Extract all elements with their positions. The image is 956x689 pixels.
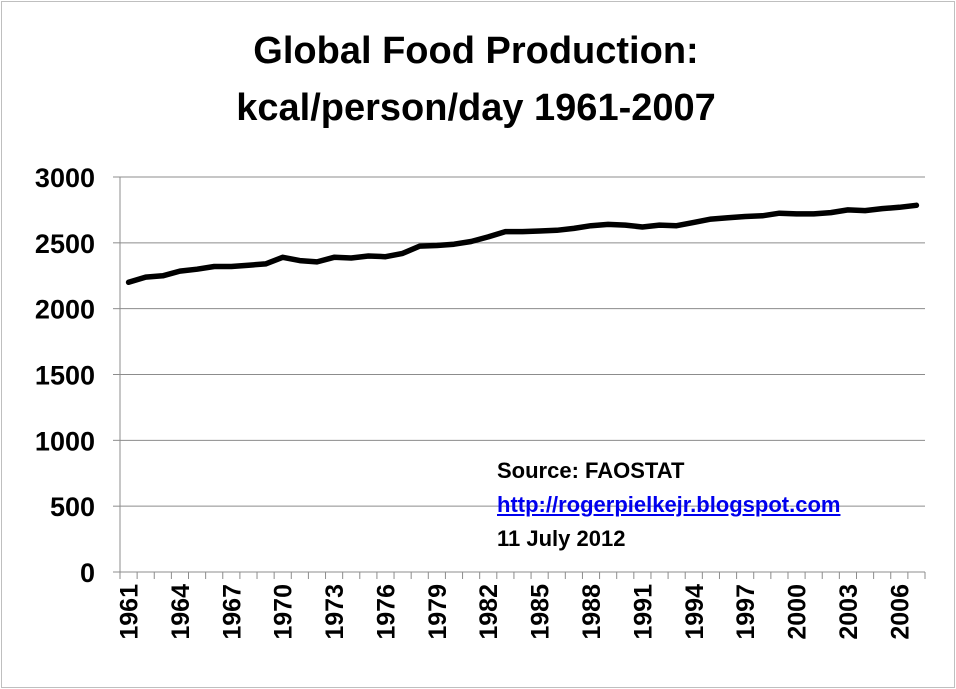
- x-tick-label: 2003: [835, 584, 863, 640]
- x-tick-label: 1982: [475, 584, 503, 640]
- x-tick-label: 1991: [629, 584, 657, 640]
- x-tick-label: 1970: [270, 584, 298, 640]
- x-tick-label: 1994: [681, 584, 709, 640]
- x-tick-label: 1973: [321, 584, 349, 640]
- y-tick-label: 2500: [35, 229, 95, 259]
- y-tick-label: 0: [80, 558, 95, 588]
- series-line-0: [125, 202, 920, 286]
- x-axis-ticks: 1961 1964 1967 1970 1973 1976 1979 1982 1985 1988…: [116, 572, 926, 640]
- date-text: 11 July 2012: [497, 526, 626, 551]
- y-axis-ticks: 0 500 1000 1500 2000 2500 3000: [35, 163, 120, 588]
- y-tick-label: 1500: [35, 361, 95, 391]
- x-tick-label: 1964: [167, 584, 195, 640]
- x-tick-label: 1988: [578, 584, 606, 640]
- chart-title-line-2: kcal/person/day 1961-2007: [236, 87, 716, 129]
- y-tick-label: 1000: [35, 426, 95, 456]
- x-tick-label: 2000: [784, 584, 812, 640]
- source-annotation: Source: FAOSTAT http://rogerpielkejr.blo…: [497, 454, 840, 556]
- x-tick-label: 1967: [218, 584, 246, 640]
- x-tick-label: 2006: [886, 584, 914, 640]
- series-group: [125, 202, 920, 286]
- blog-link[interactable]: http://rogerpielkejr.blogspot.com: [497, 492, 841, 517]
- x-tick-label: 1976: [372, 584, 400, 640]
- y-tick-label: 2000: [35, 295, 95, 325]
- chart-title-line-1: Global Food Production:: [253, 30, 698, 72]
- gridlines: [120, 176, 925, 507]
- x-tick-label: 1979: [424, 584, 452, 640]
- x-tick-label: 1961: [116, 584, 144, 640]
- y-tick-label: 3000: [35, 163, 95, 193]
- y-tick-label: 500: [50, 492, 95, 522]
- x-tick-label: 1997: [732, 584, 760, 640]
- x-tick-label: 1985: [527, 584, 555, 640]
- source-text: Source: FAOSTAT: [497, 458, 685, 483]
